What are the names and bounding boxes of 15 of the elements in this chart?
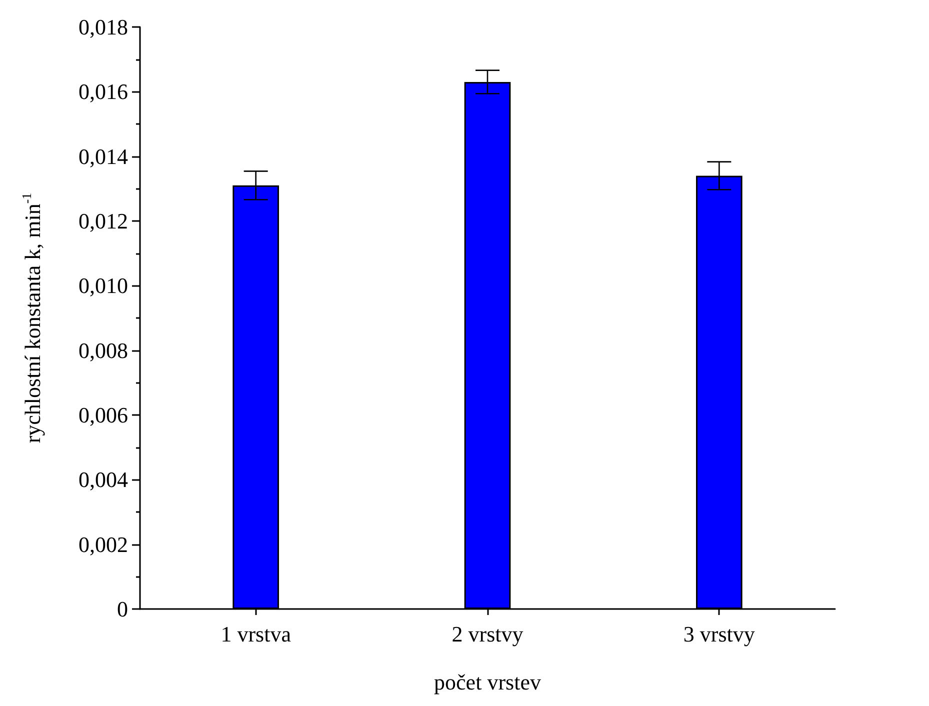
y-tick-label: 0,012 [78,208,128,234]
y-tick-label: 0,006 [78,402,128,428]
y-tick-label: 0,002 [78,532,128,557]
x-tick-label: 3 vrstvy [683,622,755,646]
y-tick-label: 0,008 [78,338,128,363]
x-axis-title: počet vrstev [434,670,541,694]
y-tick-label: 0 [117,596,128,622]
x-tick-label: 1 vrstva [220,622,292,646]
y-tick-label: 0,014 [78,144,128,169]
y-axis-title: rychlostní konstanta k, min-1 [19,192,45,444]
y-tick-label: 0,010 [78,273,128,298]
x-tick-label: 2 vrstvy [452,622,524,646]
y-tick-label: 0,018 [78,14,128,40]
y-tick-label: 0,016 [78,79,128,104]
y-tick-label: 0,004 [78,467,128,492]
